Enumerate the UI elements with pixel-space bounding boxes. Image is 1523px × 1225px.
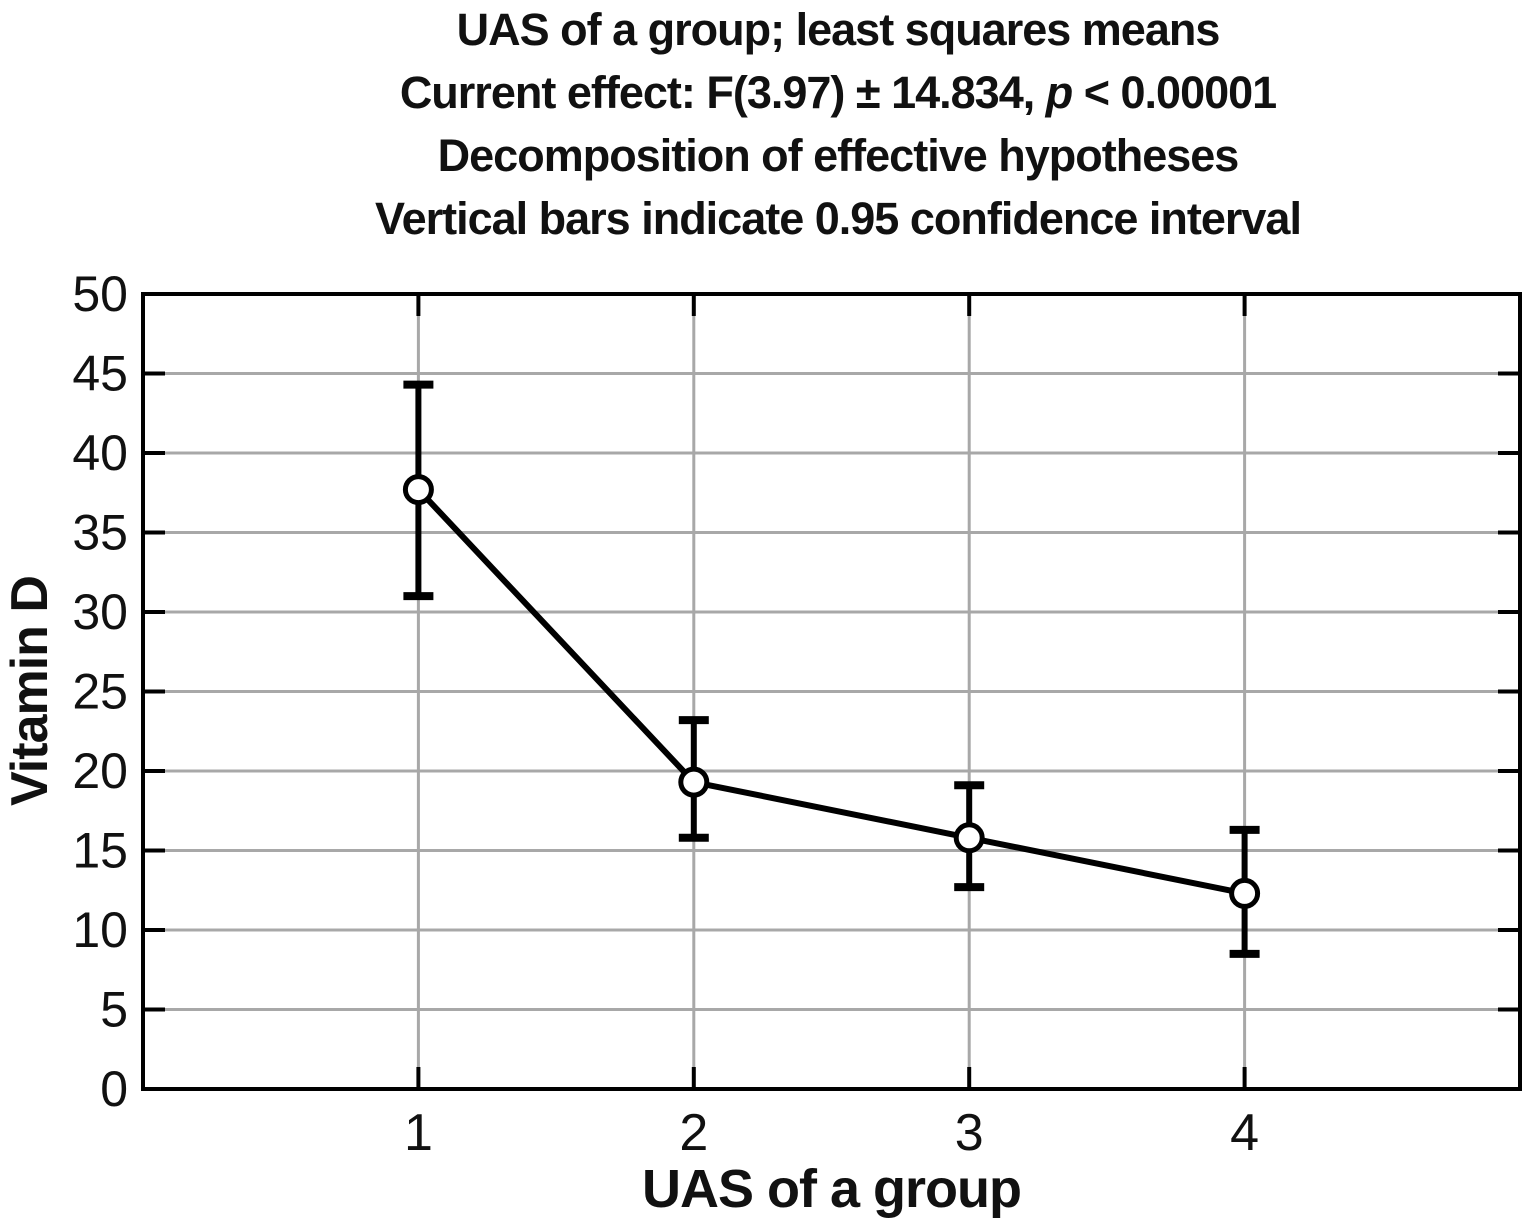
y-tick-label: 30 (72, 584, 128, 640)
y-tick-label: 25 (72, 664, 128, 720)
y-tick-label: 0 (100, 1061, 128, 1117)
data-point-marker (1229, 877, 1261, 909)
x-tick-label: 4 (1230, 1104, 1259, 1162)
chart-title-line-3: Decomposition of effective hypotheses (437, 130, 1240, 181)
p-symbol: p (1045, 67, 1073, 118)
x-tick-label: 1 (404, 1104, 433, 1162)
series-line (416, 487, 1246, 897)
y-tick-label: 15 (72, 823, 128, 879)
chart-title-line-1: UAS of a group; least squares means (456, 4, 1221, 55)
x-axis-title: UAS of a group (642, 1159, 1022, 1219)
data-point-marker (678, 766, 710, 798)
current-effect-text: Current effect: F(3.97) ± 14.834, (399, 67, 1046, 118)
p-value-text: < 0.00001 (1072, 67, 1277, 118)
y-tick-label: 5 (100, 982, 128, 1038)
chart-title-line-2: Current effect: F(3.97) ± 14.834, p < 0.… (143, 61, 1523, 124)
y-tick-label: 50 (72, 266, 128, 322)
chart-title-block: UAS of a group; least squares means Curr… (143, 0, 1523, 250)
y-tick-label: 10 (72, 902, 128, 958)
data-point-marker (953, 822, 985, 854)
y-tick-label: 40 (72, 425, 128, 481)
y-tick-label: 20 (72, 743, 128, 799)
chart-title-line-4: Vertical bars indicate 0.95 confidence i… (375, 193, 1302, 244)
x-tick-label: 3 (955, 1104, 984, 1162)
x-tick-label: 2 (679, 1104, 708, 1162)
y-tick-label: 45 (72, 346, 128, 402)
y-tick-label: 35 (72, 505, 128, 561)
data-point-marker (402, 474, 434, 506)
